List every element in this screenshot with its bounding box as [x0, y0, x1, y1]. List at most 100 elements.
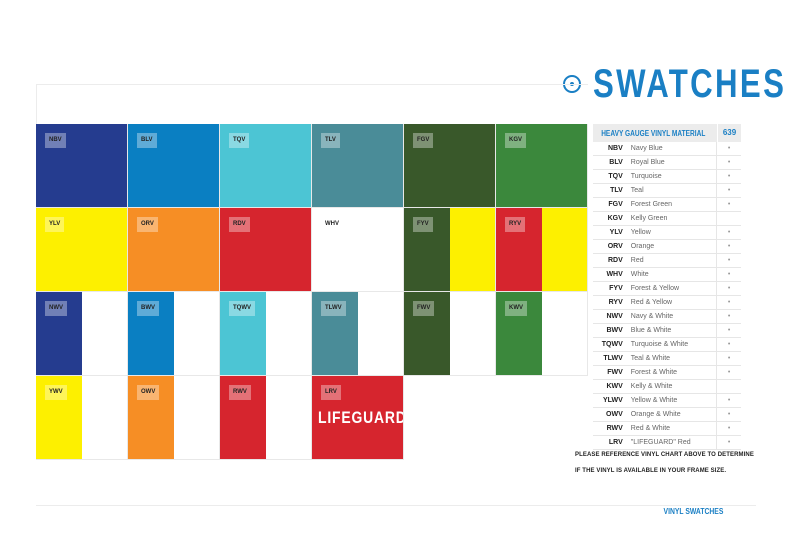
row-code: LRV	[608, 439, 623, 446]
swatch-fill	[220, 124, 311, 207]
swatch-fill	[496, 292, 542, 375]
row-availability: •	[716, 338, 741, 351]
swatch-fill	[220, 292, 266, 375]
row-name: Teal	[630, 187, 644, 194]
swatch-code: NWV	[45, 301, 67, 316]
swatch-kgv: KGV	[496, 124, 588, 208]
swatch-fill	[496, 124, 587, 207]
row-availability: •	[716, 296, 741, 309]
swatch-fill	[312, 376, 403, 459]
swatch-nwv: NWV	[36, 292, 128, 376]
swatch-code: FYV	[413, 217, 433, 232]
row-availability	[716, 212, 741, 225]
table-row: LRV "LIFEGUARD" Red •	[593, 436, 741, 450]
row-name: Yellow	[630, 229, 651, 236]
header-frame	[36, 84, 588, 124]
table-header: HEAVY GAUGE VINYL MATERIAL 639	[593, 124, 741, 142]
swatch-owv: OWV	[128, 376, 220, 460]
row-availability: •	[716, 170, 741, 183]
table-row: TLWV Teal & White •	[593, 352, 741, 366]
table-row: WHV White •	[593, 268, 741, 282]
row-availability: •	[716, 436, 741, 449]
row-name: Forest Green	[630, 201, 673, 208]
note-line-2: IF THE VINYL IS AVAILABLE IN YOUR FRAME …	[575, 468, 727, 474]
swatch-code: RDV	[229, 217, 250, 232]
row-code: TQV	[608, 173, 623, 180]
page-title: SWATCHES	[593, 62, 787, 106]
row-code: NWV	[606, 313, 623, 320]
table-row: RYV Red & Yellow •	[593, 296, 741, 310]
swatch-code: LRV	[321, 385, 341, 400]
row-availability: •	[716, 198, 741, 211]
swatch-fill	[496, 208, 542, 291]
swatch-code: BLV	[137, 133, 157, 148]
row-code: TQWV	[601, 341, 623, 348]
swatch-code: TQWV	[229, 301, 255, 316]
row-code: WHV	[606, 271, 623, 278]
swatch-bwv: BWV	[128, 292, 220, 376]
swatch-tlv: TLV	[312, 124, 404, 208]
row-availability: •	[716, 156, 741, 169]
swatch-lrv: LRV LIFEGUARD	[312, 376, 404, 460]
row-availability: •	[716, 352, 741, 365]
table-row: YLV Yellow •	[593, 226, 741, 240]
swatch-fill	[36, 292, 82, 375]
swatch-ryv: RYV	[496, 208, 588, 292]
swatch-code: FWV	[413, 301, 435, 316]
row-name: Turquoise	[630, 173, 662, 180]
swatch-kwv: KWV	[496, 292, 588, 376]
row-availability: •	[716, 408, 741, 421]
swatch-grid: NBV BLV TQV TLV FGV KGV YLV ORV RDV WHV FYV RYV NWV B…	[36, 124, 588, 460]
row-availability: •	[716, 184, 741, 197]
row-availability: •	[716, 324, 741, 337]
row-code: KGV	[607, 215, 623, 222]
swatch-code: TQV	[229, 133, 250, 148]
row-code: ORV	[607, 243, 623, 250]
swatch-orv: ORV	[128, 208, 220, 292]
row-code: FYV	[609, 285, 623, 292]
row-name: Forest & White	[630, 369, 678, 376]
swatch-code: KWV	[505, 301, 527, 316]
footer-divider	[36, 505, 756, 506]
swatch-code: ORV	[137, 217, 158, 232]
swatch-code: WHV	[325, 221, 339, 227]
swatch-rdv: RDV	[220, 208, 312, 292]
table-row: NBV Navy Blue •	[593, 142, 741, 156]
row-code: NBV	[608, 145, 623, 152]
swatch-fill	[312, 208, 403, 291]
row-name: Royal Blue	[630, 159, 665, 166]
row-code: RWV	[606, 425, 623, 432]
swatch-code: TLWV	[321, 301, 346, 316]
row-code: FWV	[607, 369, 623, 376]
row-code: FGV	[608, 201, 623, 208]
table-row: RWV Red & White •	[593, 422, 741, 436]
swatch-fill	[128, 376, 174, 459]
swatch-fill	[404, 208, 450, 291]
row-code: RDV	[608, 257, 623, 264]
table-row: FYV Forest & Yellow •	[593, 282, 741, 296]
swatch-fill	[36, 124, 127, 207]
row-name: White	[630, 271, 649, 278]
row-name: Teal & White	[630, 355, 671, 362]
row-code: RYV	[608, 299, 623, 306]
swatch-fill	[128, 124, 219, 207]
row-name: Orange & White	[630, 411, 681, 418]
row-name: Red	[630, 257, 644, 264]
table-row: TQWV Turquoise & White •	[593, 338, 741, 352]
swatch-tqv: TQV	[220, 124, 312, 208]
swatch-code: TLV	[321, 133, 340, 148]
row-availability: •	[716, 366, 741, 379]
swatch-tqwv: TQWV	[220, 292, 312, 376]
row-name: Red & White	[630, 425, 671, 432]
row-availability: •	[716, 422, 741, 435]
swatch-ylv: YLV	[36, 208, 128, 292]
row-name: "LIFEGUARD" Red	[630, 439, 691, 446]
swatch-fill	[404, 292, 450, 375]
row-name: Forest & Yellow	[630, 285, 680, 292]
swatch-fill	[312, 124, 403, 207]
table-row: BLV Royal Blue •	[593, 156, 741, 170]
table-row: YLWV Yellow & White •	[593, 394, 741, 408]
row-name: Kelly Green	[630, 215, 668, 222]
swatch-fill	[312, 292, 358, 375]
row-name: Red & Yellow	[630, 299, 673, 306]
